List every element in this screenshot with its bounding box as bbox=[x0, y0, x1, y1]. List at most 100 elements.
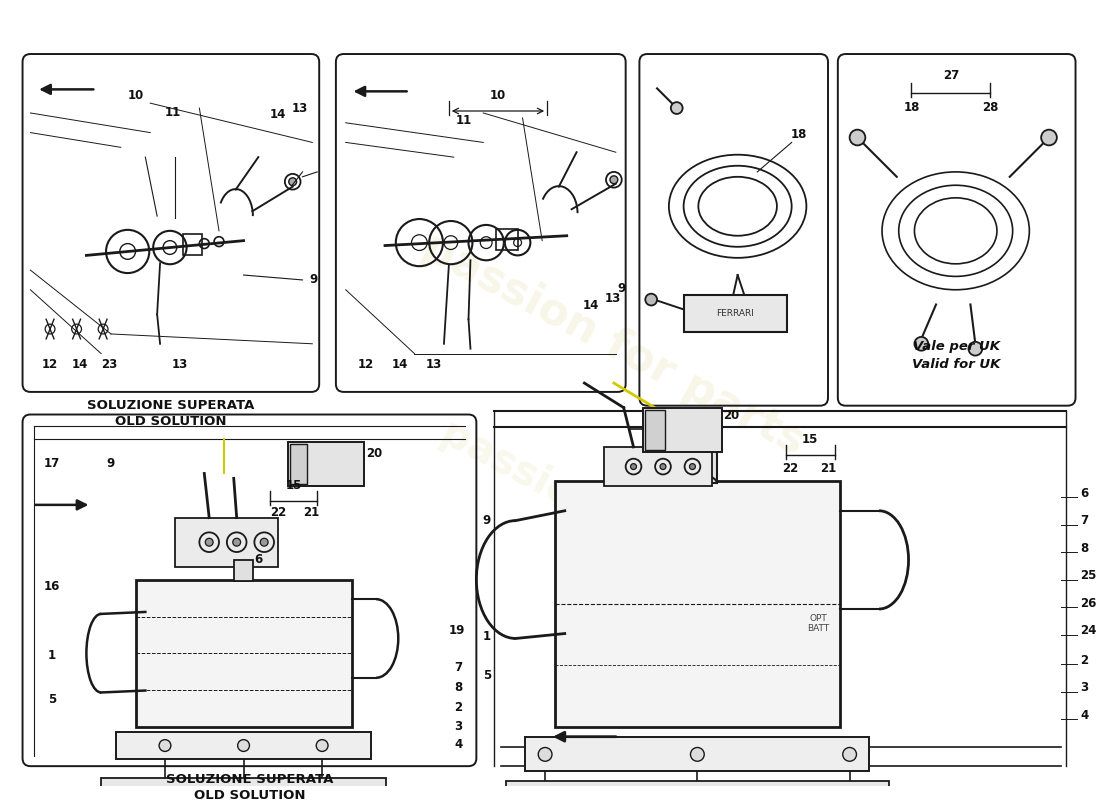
Text: 26: 26 bbox=[1080, 597, 1097, 610]
Text: 15: 15 bbox=[286, 478, 301, 492]
Circle shape bbox=[609, 176, 618, 184]
Text: 3: 3 bbox=[1080, 681, 1089, 694]
Text: 9: 9 bbox=[309, 274, 318, 286]
Text: Valid for UK: Valid for UK bbox=[913, 358, 1001, 371]
Text: 14: 14 bbox=[392, 358, 408, 371]
Text: 28: 28 bbox=[982, 101, 999, 114]
Bar bbox=[644, 408, 722, 452]
Text: 5: 5 bbox=[48, 693, 56, 706]
Text: 11: 11 bbox=[165, 106, 182, 119]
Text: 12: 12 bbox=[42, 358, 58, 371]
Bar bbox=[233, 560, 253, 582]
Text: 18: 18 bbox=[903, 101, 920, 114]
Circle shape bbox=[849, 130, 866, 146]
Text: OLD SOLUTION: OLD SOLUTION bbox=[116, 415, 227, 428]
Bar bbox=[526, 737, 869, 771]
Text: FERRARI: FERRARI bbox=[716, 309, 754, 318]
Text: 2: 2 bbox=[1080, 654, 1089, 666]
Bar bbox=[554, 482, 839, 727]
Text: 9: 9 bbox=[618, 282, 626, 295]
Bar bbox=[289, 444, 307, 484]
Circle shape bbox=[160, 740, 170, 751]
Circle shape bbox=[233, 538, 241, 546]
Text: 8: 8 bbox=[1080, 542, 1089, 554]
Circle shape bbox=[671, 102, 683, 114]
Text: 10: 10 bbox=[490, 89, 506, 102]
Circle shape bbox=[968, 342, 982, 355]
Bar bbox=[604, 447, 712, 486]
Text: 6: 6 bbox=[1080, 486, 1089, 499]
Text: 21: 21 bbox=[304, 506, 319, 519]
Text: 15: 15 bbox=[802, 433, 818, 446]
Text: OLD SOLUTION: OLD SOLUTION bbox=[194, 789, 305, 800]
Circle shape bbox=[630, 464, 637, 470]
Text: 7: 7 bbox=[454, 662, 463, 674]
Text: 23: 23 bbox=[101, 358, 117, 371]
Text: 1: 1 bbox=[48, 649, 56, 662]
Text: 14: 14 bbox=[270, 109, 286, 122]
Circle shape bbox=[288, 178, 297, 186]
Text: 24: 24 bbox=[1080, 624, 1097, 637]
Text: 21: 21 bbox=[820, 462, 836, 475]
Text: 2: 2 bbox=[454, 701, 463, 714]
Text: 4: 4 bbox=[454, 738, 463, 751]
Text: 11: 11 bbox=[455, 114, 472, 127]
Text: 20: 20 bbox=[724, 409, 740, 422]
Text: 9: 9 bbox=[107, 457, 116, 470]
Bar bbox=[183, 234, 202, 255]
Text: 14: 14 bbox=[72, 358, 88, 371]
Circle shape bbox=[538, 747, 552, 762]
Text: 13: 13 bbox=[605, 292, 621, 305]
Text: 5: 5 bbox=[483, 670, 491, 682]
Bar bbox=[116, 732, 372, 759]
Circle shape bbox=[261, 538, 268, 546]
Text: 20: 20 bbox=[366, 447, 383, 460]
Text: passion for parts: passion for parts bbox=[434, 412, 793, 629]
Text: 1: 1 bbox=[483, 630, 491, 643]
Text: 4: 4 bbox=[1080, 709, 1089, 722]
Circle shape bbox=[691, 747, 704, 762]
Text: 8: 8 bbox=[454, 681, 463, 694]
Circle shape bbox=[238, 740, 250, 751]
Text: OPT
BATT: OPT BATT bbox=[807, 614, 829, 634]
Bar bbox=[678, 413, 717, 483]
Text: 10: 10 bbox=[128, 89, 144, 102]
Bar bbox=[288, 442, 364, 486]
Text: 17: 17 bbox=[44, 457, 60, 470]
Circle shape bbox=[660, 464, 666, 470]
Circle shape bbox=[843, 747, 857, 762]
Text: 13: 13 bbox=[426, 358, 442, 371]
Text: 14: 14 bbox=[583, 299, 600, 312]
Bar bbox=[496, 229, 518, 250]
Text: 13: 13 bbox=[172, 358, 188, 371]
Bar bbox=[683, 294, 786, 332]
Circle shape bbox=[690, 464, 695, 470]
Circle shape bbox=[646, 294, 657, 306]
Text: 3: 3 bbox=[454, 720, 463, 734]
Text: 9: 9 bbox=[483, 514, 491, 527]
Text: 13: 13 bbox=[292, 102, 308, 114]
Circle shape bbox=[316, 740, 328, 751]
Text: passion for parts: passion for parts bbox=[416, 225, 813, 463]
Text: 27: 27 bbox=[943, 69, 959, 82]
Bar bbox=[506, 781, 889, 800]
Text: 19: 19 bbox=[449, 624, 465, 637]
Bar bbox=[135, 579, 352, 727]
Bar bbox=[646, 410, 664, 450]
Text: 16: 16 bbox=[44, 580, 60, 593]
Text: Vale per UK: Vale per UK bbox=[913, 340, 1000, 354]
Text: 25: 25 bbox=[1080, 569, 1097, 582]
Text: 7: 7 bbox=[1080, 514, 1089, 527]
Text: 22: 22 bbox=[782, 462, 799, 475]
Text: 18: 18 bbox=[790, 128, 806, 141]
Text: SOLUZIONE SUPERATA: SOLUZIONE SUPERATA bbox=[87, 399, 254, 412]
Bar bbox=[175, 518, 278, 566]
Circle shape bbox=[1041, 130, 1057, 146]
Text: 6: 6 bbox=[254, 554, 263, 566]
Circle shape bbox=[914, 337, 928, 350]
Text: 12: 12 bbox=[358, 358, 374, 371]
Bar bbox=[101, 778, 386, 799]
Text: SOLUZIONE SUPERATA: SOLUZIONE SUPERATA bbox=[166, 774, 333, 786]
Text: 22: 22 bbox=[270, 506, 286, 519]
Circle shape bbox=[206, 538, 213, 546]
